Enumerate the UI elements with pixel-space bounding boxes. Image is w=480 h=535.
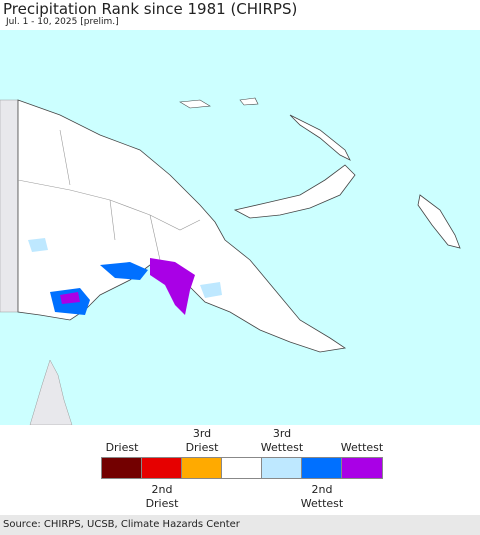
legend-label: 3rd Wettest [260,427,304,454]
legend-swatch [341,457,383,479]
legend: Driest 2nd Driest 3rd Driest 3rd Wettest 2nd… [0,425,480,515]
map [0,30,480,425]
legend-swatch [301,457,343,479]
title: Precipitation Rank since 1981 (CHIRPS) [3,0,298,18]
legend-swatch [221,457,263,479]
subtitle: Jul. 1 - 10, 2025 [prelim.] [6,17,119,27]
legend-label: 2nd Wettest [300,483,344,510]
source: Source: CHIRPS, UCSB, Climate Hazards Ce… [0,515,480,535]
legend-label: Driest [105,441,139,454]
legend-swatch [261,457,303,479]
legend-swatch [141,457,183,479]
legend-swatch [101,457,143,479]
legend-swatch [181,457,223,479]
legend-label: 3rd Driest [185,427,219,454]
legend-label: 2nd Driest [145,483,179,510]
legend-label: Wettest [340,441,384,454]
